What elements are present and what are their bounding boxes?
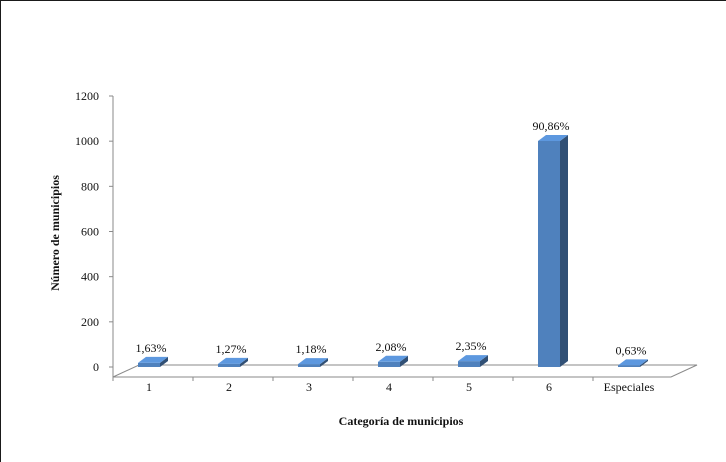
data-label: 1,18% [296,342,327,356]
bar-top [458,355,488,362]
bar-top [218,357,248,364]
data-label: 2,35% [456,339,487,353]
x-axis-title: Categoría de municipios [339,414,464,428]
bar-top [618,359,648,366]
y-tick-label: 1200 [75,89,99,103]
data-label: 90,86% [533,119,570,133]
y-tick-label: 800 [81,179,99,193]
y-axis-title: Número de municipios [48,175,62,291]
bar-front [298,364,320,367]
bar-top [138,356,168,363]
x-tick-label: 4 [386,380,392,394]
bar-top [378,355,408,362]
data-label: 1,27% [216,342,247,356]
y-tick-label: 0 [93,360,99,374]
data-label: 1,63% [136,341,167,355]
y-tick-label: 1000 [75,134,99,148]
bar-front [618,365,640,367]
x-tick-label: 1 [146,380,152,394]
bar-side [560,134,568,367]
bar-side [400,355,408,367]
bar-side [480,355,488,367]
bar-front [218,363,240,367]
bar-side [160,356,168,367]
x-tick-label: 2 [226,380,232,394]
bar-front [538,140,560,367]
bar-top [538,134,568,141]
x-tick-label: 3 [306,380,312,394]
bar-front [458,361,480,367]
y-tick-label: 600 [81,225,99,239]
bar-side [240,357,248,367]
x-tick-label: Especiales [604,380,655,394]
bar-front [138,362,160,367]
data-label: 0,63% [616,343,647,357]
x-tick-label: 5 [466,380,472,394]
x-tick-label: 6 [546,380,552,394]
bar-side [640,359,648,367]
chart-floor [112,364,698,378]
bar-front [378,361,400,367]
y-tick-label: 200 [81,315,99,329]
bar-top [298,358,328,365]
bar-side [320,358,328,367]
y-tick-label: 400 [81,270,99,284]
data-label: 2,08% [376,340,407,354]
